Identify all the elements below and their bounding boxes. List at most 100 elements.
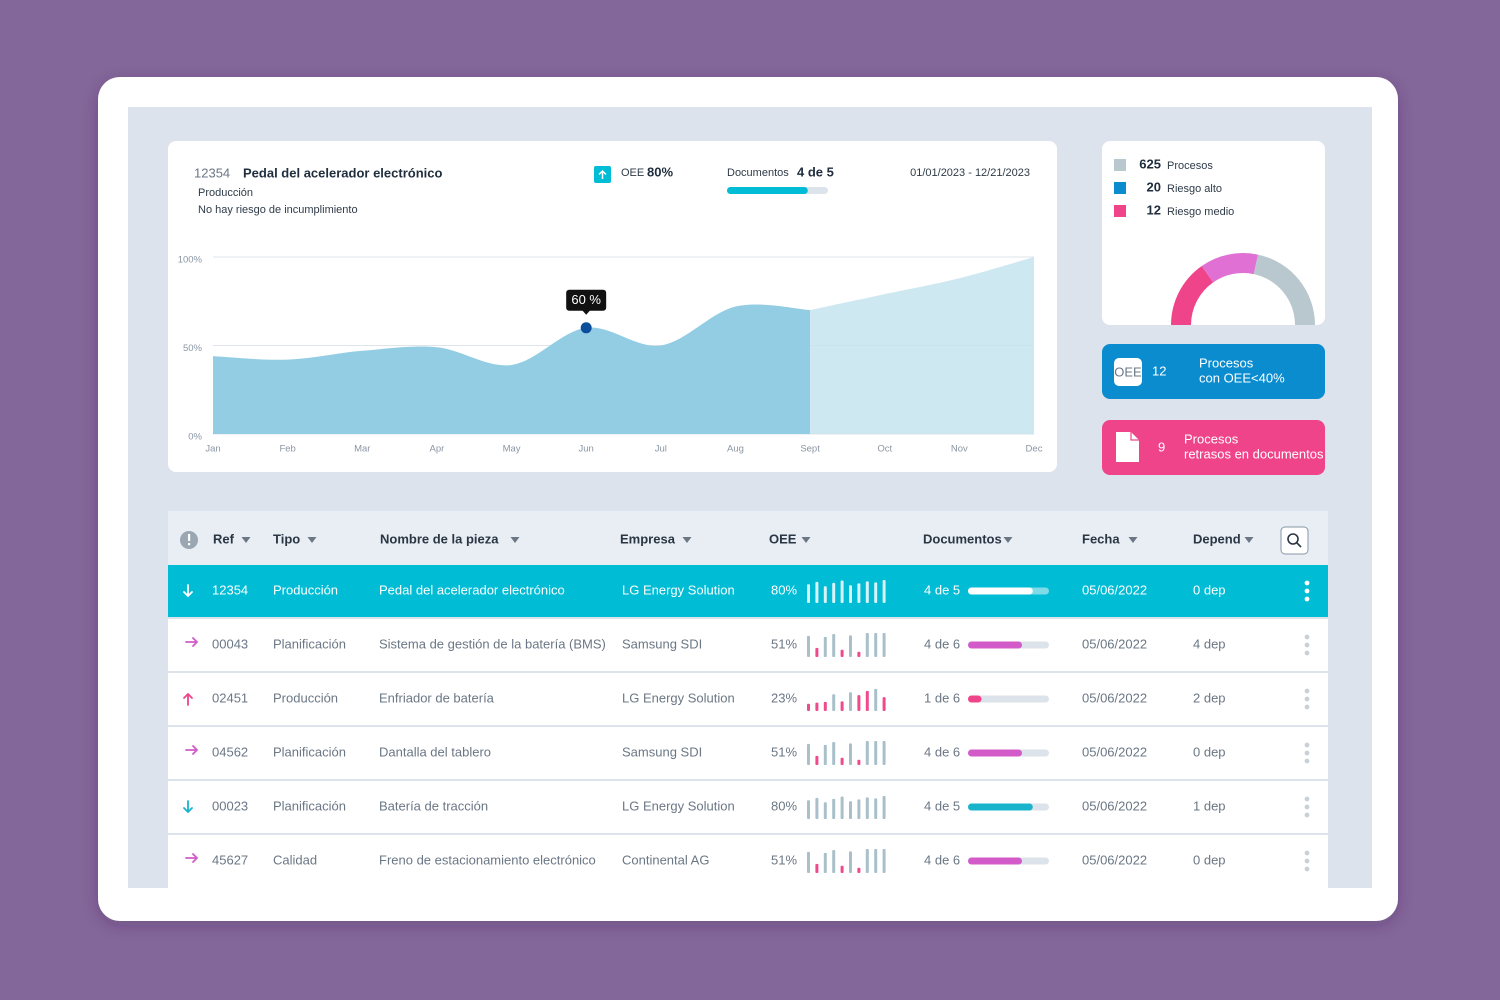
trend-bar — [882, 849, 886, 873]
trend-bar — [807, 851, 810, 873]
cell-ref: 45627 — [212, 852, 248, 867]
cell-oee: 51% — [771, 744, 797, 759]
sort-icon[interactable] — [241, 537, 251, 543]
row-menu[interactable] — [1304, 796, 1310, 802]
trend-bar — [865, 690, 869, 711]
docs-bar — [968, 695, 982, 703]
sort-icon[interactable] — [682, 537, 692, 543]
row-menu[interactable] — [1304, 596, 1310, 602]
cell-oee: 23% — [771, 690, 797, 705]
row-menu[interactable] — [1304, 750, 1310, 756]
legend-value: 20 — [1147, 179, 1161, 194]
row-menu[interactable] — [1304, 804, 1310, 810]
row-menu[interactable] — [1304, 580, 1310, 586]
summary-card[interactable] — [1102, 344, 1325, 399]
trend-bar — [882, 579, 886, 603]
row-menu[interactable] — [1304, 858, 1310, 864]
cell-ref: 02451 — [212, 690, 248, 705]
row-menu[interactable] — [1304, 688, 1310, 694]
sort-icon[interactable] — [1003, 537, 1013, 543]
card-text: con OEE<40% — [1199, 370, 1285, 385]
search-button[interactable] — [1280, 526, 1309, 555]
trend-bar — [874, 633, 878, 657]
trend-bar — [849, 851, 852, 873]
trend-bar — [815, 581, 819, 603]
part-risk: No hay riesgo de incumplimiento — [198, 204, 358, 216]
column-header: Ref — [213, 531, 235, 546]
sort-icon[interactable] — [1128, 537, 1138, 543]
status-arrow — [185, 853, 199, 863]
trend-bar — [874, 741, 878, 765]
cell-dep: 2 dep — [1193, 690, 1226, 705]
row-menu[interactable] — [1304, 704, 1310, 710]
cell-nombre: Enfriador de batería — [379, 690, 495, 705]
legend-label: Procesos — [1167, 160, 1213, 172]
sort-icon[interactable] — [1244, 537, 1254, 543]
docs-bar — [968, 857, 1022, 865]
x-tick-label: Jun — [579, 444, 594, 455]
oee-badge — [1114, 358, 1142, 386]
gauge-segment — [1201, 253, 1258, 283]
docs-bar — [968, 641, 1022, 649]
column-header: Fecha — [1082, 531, 1120, 546]
row-menu[interactable] — [1304, 850, 1310, 856]
status-arrow — [183, 692, 193, 706]
oee-badge-label: OEE — [1114, 364, 1142, 379]
row-menu[interactable] — [1304, 642, 1310, 648]
cell-tipo: Planificación — [273, 744, 346, 759]
trend-bar — [832, 582, 836, 603]
legend-value: 12 — [1147, 202, 1161, 217]
row-menu[interactable] — [1304, 866, 1310, 872]
cell-docs: 4 de 6 — [924, 744, 960, 759]
cell-tipo: Producción — [273, 582, 338, 597]
trend-bar — [832, 741, 836, 765]
y-tick-label: 100% — [178, 255, 203, 266]
trend-bar — [823, 701, 827, 711]
cell-docs: 4 de 5 — [924, 798, 960, 813]
trend-bar — [840, 580, 844, 603]
row-menu[interactable] — [1304, 742, 1310, 748]
trend-bar — [865, 581, 869, 603]
cell-ref: 12354 — [212, 582, 248, 597]
trend-bar — [857, 651, 861, 657]
row-menu[interactable] — [1304, 696, 1310, 702]
cell-oee: 80% — [771, 582, 797, 597]
trend-bar — [882, 741, 886, 765]
legend-label: Riesgo medio — [1167, 206, 1234, 218]
date-range: 01/01/2023 - 12/21/2023 — [910, 167, 1030, 179]
card-value: 9 — [1158, 439, 1165, 454]
trend-bar — [832, 694, 836, 711]
trend-bar — [849, 635, 852, 657]
legend-swatch — [1114, 205, 1126, 217]
row-menu[interactable] — [1304, 634, 1310, 640]
summary-card[interactable] — [1102, 420, 1325, 475]
trend-bar — [857, 759, 861, 765]
docs-track — [968, 695, 1049, 703]
column-header: Depend — [1193, 531, 1241, 546]
sort-icon[interactable] — [801, 537, 811, 543]
trend-bar — [840, 757, 844, 765]
cell-dep: 0 dep — [1193, 582, 1226, 597]
row-menu[interactable] — [1304, 812, 1310, 818]
cell-tipo: Planificación — [273, 636, 346, 651]
selected-row[interactable] — [168, 565, 1328, 618]
row-menu[interactable] — [1304, 650, 1310, 656]
cell-fecha: 05/06/2022 — [1082, 582, 1147, 597]
cell-oee: 80% — [771, 798, 797, 813]
row-menu[interactable] — [1304, 588, 1310, 594]
oee-icon — [598, 169, 607, 179]
trend-bar — [882, 795, 886, 819]
row-menu[interactable] — [1304, 758, 1310, 764]
tooltip — [582, 310, 591, 315]
cell-fecha: 05/06/2022 — [1082, 798, 1147, 813]
cell-empresa: LG Energy Solution — [622, 690, 735, 705]
cell-dep: 4 dep — [1193, 636, 1226, 651]
trend-bar — [865, 741, 869, 765]
x-tick-label: Sept — [800, 444, 820, 455]
sort-icon[interactable] — [510, 537, 520, 543]
trend-bar — [865, 633, 869, 657]
tooltip — [566, 289, 607, 311]
trend-bar — [807, 800, 810, 819]
cell-dep: 0 dep — [1193, 852, 1226, 867]
sort-icon[interactable] — [307, 537, 317, 543]
